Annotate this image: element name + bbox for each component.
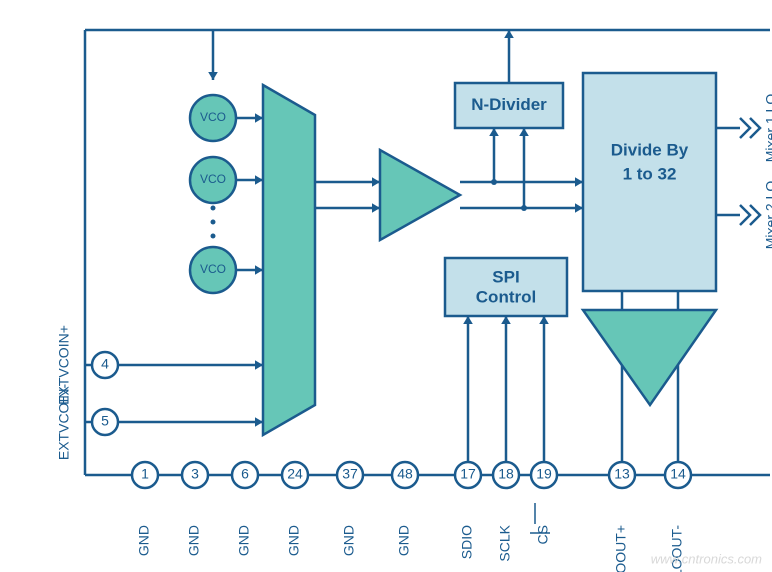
- svg-text:VCO: VCO: [200, 172, 226, 186]
- pin-label-3: GND: [186, 525, 202, 556]
- svg-text:6: 6: [241, 466, 249, 482]
- svg-text:14: 14: [670, 466, 686, 482]
- svg-text:Divide By: Divide By: [611, 140, 689, 159]
- svg-text:18: 18: [498, 466, 514, 482]
- svg-text:VCO: VCO: [200, 110, 226, 124]
- svg-text:37: 37: [342, 466, 358, 482]
- svg-text:VCO: VCO: [200, 262, 226, 276]
- pin-label-13: LOOUT+: [613, 525, 629, 572]
- amplifier: [380, 150, 460, 240]
- svg-text:3: 3: [191, 466, 199, 482]
- svg-text:4: 4: [101, 356, 109, 372]
- pin-label-37: GND: [341, 525, 357, 556]
- pin-label-17: SDIO: [459, 525, 475, 559]
- pin-label-24: GND: [286, 525, 302, 556]
- svg-text:24: 24: [287, 466, 303, 482]
- svg-text:5: 5: [101, 413, 109, 429]
- block-diagram: VCOVCOVCO4EXTVCOIN+5EXTVCOIN-N-DividerDi…: [0, 0, 772, 572]
- svg-text:SPI: SPI: [492, 267, 519, 286]
- svg-text:13: 13: [614, 466, 630, 482]
- output-buffer: [583, 310, 716, 405]
- svg-text:N-Divider: N-Divider: [471, 95, 547, 114]
- svg-text:19: 19: [536, 466, 552, 482]
- svg-text:1: 1: [141, 466, 149, 482]
- svg-text:48: 48: [397, 466, 413, 482]
- mux: [263, 85, 315, 435]
- pin-label-1: GND: [136, 525, 152, 556]
- label-mixer-1: Mixer 2 LO: [763, 181, 772, 250]
- svg-text:17: 17: [460, 466, 476, 482]
- pin-label-6: GND: [236, 525, 252, 556]
- label-mixer-0: Mixer 1 LO: [763, 94, 772, 163]
- pin-label-48: GND: [396, 525, 412, 556]
- svg-text:1 to 32: 1 to 32: [623, 164, 677, 183]
- pin-label-18: SCLK: [497, 524, 513, 561]
- pin-label-19: CS: [535, 525, 551, 544]
- label-EXTVCOIN-: EXTVCOIN-: [56, 384, 72, 461]
- svg-text:Control: Control: [476, 287, 536, 306]
- watermark: www.cntronics.com: [651, 551, 762, 566]
